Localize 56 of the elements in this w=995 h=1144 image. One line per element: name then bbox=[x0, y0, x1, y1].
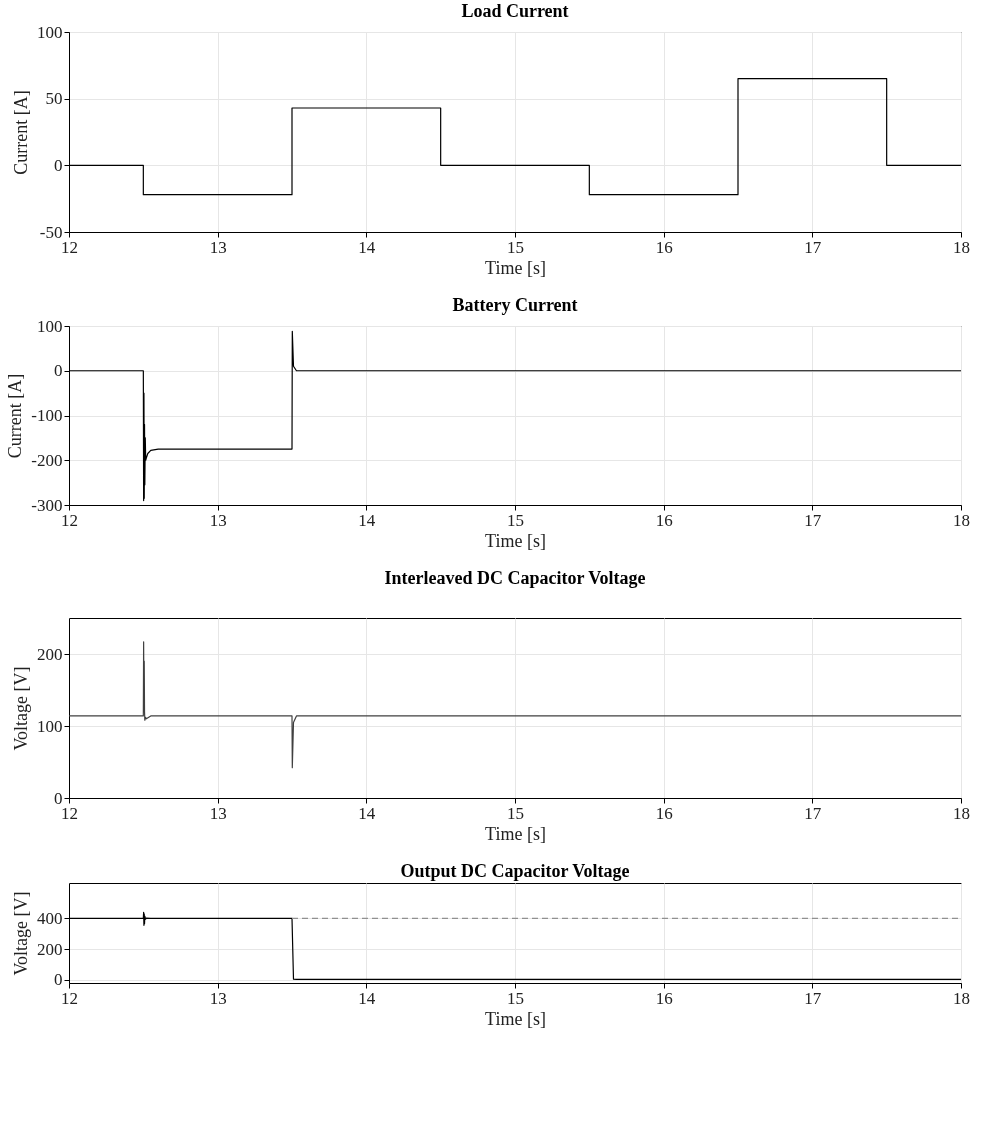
y-axis-title: Voltage [V] bbox=[11, 666, 31, 751]
x-tick-label: 14 bbox=[358, 237, 376, 257]
y-axis-title: Current [A] bbox=[11, 90, 31, 175]
y-tick-label: 200 bbox=[37, 939, 63, 959]
y-tick-label: 0 bbox=[54, 788, 63, 808]
y-tick-label: -300 bbox=[31, 495, 63, 515]
x-tick-label: 15 bbox=[507, 988, 524, 1008]
y-axis-title: Voltage [V] bbox=[11, 891, 31, 976]
y-tick-label: 100 bbox=[37, 316, 63, 336]
x-tick-label: 18 bbox=[953, 510, 970, 530]
x-tick-label: 18 bbox=[953, 988, 970, 1008]
y-tick-label: 0 bbox=[54, 155, 63, 175]
x-axis-title: Time [s] bbox=[485, 530, 546, 551]
y-tick-label: 100 bbox=[37, 22, 63, 42]
x-tick-label: 17 bbox=[804, 803, 822, 823]
x-tick-label: 18 bbox=[953, 237, 970, 257]
y-tick-label: 0 bbox=[54, 361, 63, 381]
x-tick-label: 13 bbox=[209, 237, 227, 257]
x-tick-label: 14 bbox=[358, 803, 376, 823]
y-tick-label: -50 bbox=[39, 222, 63, 242]
chart-title: Load Current bbox=[461, 1, 569, 21]
y-tick-label: 0 bbox=[54, 970, 63, 990]
line-series bbox=[68, 641, 962, 769]
y-tick-label: -200 bbox=[31, 450, 63, 470]
x-tick-label: 17 bbox=[804, 237, 822, 257]
x-tick-label: 17 bbox=[804, 510, 822, 530]
x-tick-label: 12 bbox=[61, 237, 78, 257]
x-tick-label: 15 bbox=[507, 510, 524, 530]
x-tick-label: 14 bbox=[358, 510, 376, 530]
x-axis-title: Time [s] bbox=[485, 1008, 546, 1029]
chart-title: Battery Current bbox=[452, 295, 578, 315]
y-tick-label: 100 bbox=[37, 716, 63, 736]
x-axis-title: Time [s] bbox=[485, 257, 546, 278]
x-tick-label: 12 bbox=[61, 510, 78, 530]
chart-title: Interleaved DC Capacitor Voltage bbox=[384, 568, 646, 588]
x-tick-label: 14 bbox=[358, 988, 376, 1008]
chart-title: Output DC Capacitor Voltage bbox=[400, 861, 630, 881]
y-tick-label: 400 bbox=[37, 908, 63, 928]
x-axis-title: Time [s] bbox=[485, 823, 546, 844]
y-tick-label: -100 bbox=[31, 406, 63, 425]
x-tick-label: 18 bbox=[953, 803, 970, 823]
x-tick-label: 13 bbox=[209, 988, 227, 1008]
x-tick-label: 16 bbox=[655, 988, 673, 1008]
x-tick-label: 16 bbox=[655, 237, 673, 257]
y-tick-label: 50 bbox=[45, 89, 63, 109]
y-axis-title: Current [A] bbox=[5, 373, 26, 459]
x-tick-label: 15 bbox=[507, 803, 524, 823]
y-tick-label: 200 bbox=[37, 644, 63, 664]
x-tick-label: 16 bbox=[655, 510, 673, 530]
x-tick-label: 16 bbox=[655, 803, 673, 823]
x-tick-label: 13 bbox=[209, 510, 227, 530]
x-tick-label: 15 bbox=[507, 237, 524, 257]
x-tick-label: 12 bbox=[61, 803, 78, 823]
x-tick-label: 12 bbox=[61, 988, 78, 1008]
x-tick-label: 13 bbox=[209, 803, 227, 823]
x-tick-label: 17 bbox=[804, 988, 822, 1008]
